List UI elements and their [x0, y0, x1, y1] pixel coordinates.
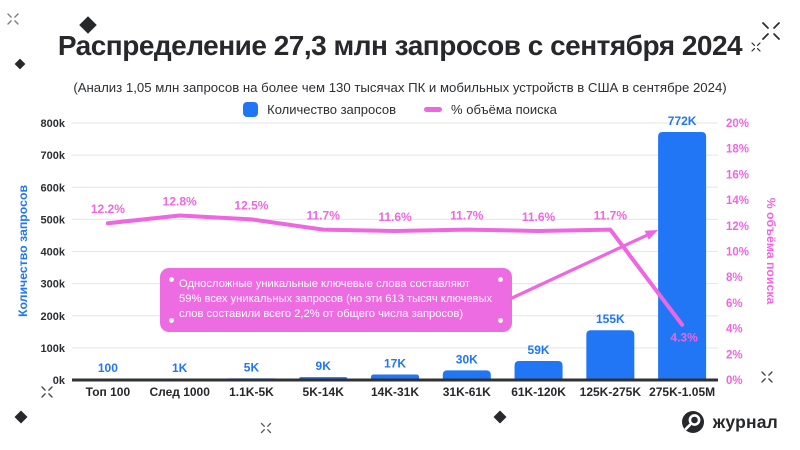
sparkle-icon [7, 13, 19, 25]
annotation-corner-dot [498, 318, 503, 323]
bar-value-label: 100 [98, 361, 118, 375]
y-axis-tick-right: 6% [726, 298, 743, 310]
line-point-label: 11.6% [378, 210, 412, 224]
sparkle-icon [260, 422, 272, 434]
x-axis-label: 31K-61K [443, 385, 491, 399]
y-axis-tick-right: 16% [726, 169, 749, 181]
annotation-arrow-shaft [510, 233, 649, 300]
x-axis-label: 5K-14K [303, 385, 345, 399]
annotation-text: слов составили всего 2,2% от общего числ… [179, 308, 463, 320]
journal-logo-icon [681, 411, 704, 433]
y-axis-tick-left: 800k [41, 118, 66, 130]
page-title: Распределение 27,3 млн запросов с сентяб… [57, 30, 743, 61]
trend-line [105, 213, 685, 327]
y-axis-tick-right: 4% [726, 324, 743, 336]
combo-chart: 800k 700k 600k 500k 400k 300k 200k 100k 0k 20% 18%… [16, 114, 778, 399]
x-axis-label: 61K-120K [511, 385, 566, 399]
annotation-corner-dot [169, 277, 174, 282]
y-axis-tick-left: 600k [41, 182, 66, 194]
x-axis-label: 14K-31K [371, 385, 419, 399]
y-axis-tick-right: 18% [726, 144, 749, 156]
bar-value-label: 17K [384, 357, 406, 371]
y-axis-tick-right: 8% [726, 272, 743, 284]
legend-label-search-volume: % объёма поиска [451, 102, 557, 117]
bar-value-label: 772K [668, 114, 697, 128]
y-axis-tick-left: 200k [41, 311, 66, 323]
bar[interactable] [658, 131, 707, 380]
x-axis-label: 275K-1.05M [649, 385, 715, 399]
line-swatch-icon [424, 107, 443, 112]
bar-value-label: 59K [528, 343, 550, 357]
bar-value-label: 1K [172, 361, 188, 375]
legend-item-queries: Количество запросов [243, 102, 396, 117]
y-axis-tick-right: 12% [726, 221, 749, 233]
legend-label-queries: Количество запросов [267, 102, 397, 117]
annotation-text: Односложные уникальные ключевые слова со… [179, 278, 470, 290]
diamond-icon [493, 410, 507, 424]
y-axis-tick-left: 0k [53, 375, 66, 387]
bar-swatch-icon [243, 102, 259, 117]
right-axis-title: % объёма поиска [764, 198, 778, 305]
journal-logo: журнал [680, 409, 778, 435]
annotation-box [160, 268, 512, 332]
x-axis-label: Топ 100 [86, 385, 131, 399]
line-point-label: 11.7% [307, 209, 341, 223]
y-axis-tick-right: 0% [726, 375, 743, 387]
y-axis-tick-left: 500k [41, 214, 66, 226]
line-point-label: 4.3% [670, 331, 698, 345]
annotation-arrow-head [644, 230, 658, 240]
annotation-text: 59% всех уникальных запросов (но эти 613… [179, 293, 493, 305]
line-point-label: 12.8% [163, 195, 197, 209]
diamond-icon [14, 410, 28, 424]
annotation-corner-dot [169, 318, 174, 323]
line-point-label: 11.6% [522, 210, 556, 224]
y-axis-tick-left: 100k [41, 343, 66, 355]
bar[interactable] [442, 370, 491, 380]
bar[interactable] [586, 330, 635, 380]
bar-value-label: 5K [244, 360, 260, 374]
line-point-label: 12.2% [91, 202, 125, 216]
x-axis-label: 125K-275K [580, 385, 642, 399]
annotation-corner-dot [498, 277, 503, 282]
y-axis-tick-right: 14% [726, 195, 749, 207]
journal-logo-text: журнал [712, 411, 778, 432]
line-point-label: 11.7% [594, 209, 628, 223]
left-axis-title: Количество запросов [16, 185, 30, 318]
bar[interactable] [514, 361, 563, 380]
y-axis-tick-right: 20% [726, 118, 749, 130]
y-axis-tick-right: 10% [726, 247, 749, 259]
y-axis-tick-right: 2% [726, 349, 743, 361]
legend-item-search-volume: % объёма поиска [424, 102, 557, 117]
bar-value-label: 155K [596, 312, 625, 326]
line-point-label: 11.7% [450, 209, 484, 223]
page-subtitle: (Анализ 1,05 млн запросов на более чем 1… [73, 80, 727, 95]
bar-value-label: 30K [456, 352, 478, 366]
y-axis-tick-left: 700k [41, 150, 66, 162]
x-axis-label: След 1000 [149, 385, 210, 399]
x-axis-label: 1.1K-5K [229, 385, 274, 399]
chart-legend: Количество запросов % объёма поиска [0, 102, 800, 117]
y-axis-tick-left: 300k [41, 279, 66, 291]
y-axis-tick-left: 400k [41, 247, 66, 259]
line-point-label: 12.5% [234, 198, 268, 212]
bar-value-label: 9K [316, 359, 332, 373]
